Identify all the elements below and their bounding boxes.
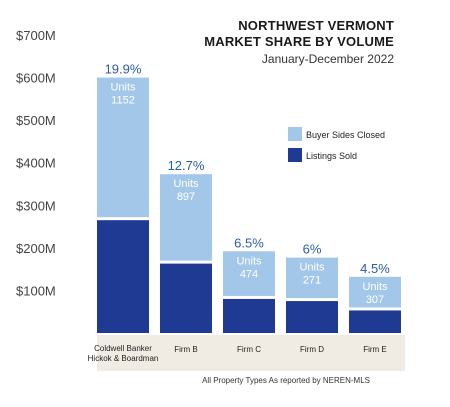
chart-subtitle: January-December 2022 — [261, 52, 394, 66]
units-label: Units — [173, 178, 199, 190]
bar-buyer-sides-closed — [286, 257, 338, 299]
units-value: 897 — [177, 191, 195, 203]
y-tick-label: $400M — [16, 156, 56, 171]
y-tick-label: $100M — [16, 283, 56, 298]
chart-title-line-1: NORTHWEST VERMONT — [238, 18, 394, 33]
units-label: Units — [362, 281, 388, 293]
units-value: 307 — [366, 294, 384, 306]
bar-listings-sold — [160, 263, 212, 333]
y-tick-label: $700M — [16, 28, 56, 43]
units-value: 1152 — [111, 95, 135, 107]
bar-buyer-sides-closed — [349, 276, 401, 308]
units-value: 474 — [240, 268, 258, 280]
y-tick-label: $200M — [16, 241, 56, 256]
market-share-label: 12.7% — [168, 158, 205, 173]
category-label: Firm C — [237, 345, 261, 354]
category-label: Coldwell Banker — [94, 344, 152, 353]
bar-buyer-sides-closed — [97, 77, 149, 218]
units-label: Units — [299, 262, 325, 274]
units-label: Units — [110, 82, 136, 94]
y-tick-label: $600M — [16, 71, 56, 86]
y-tick-label: $500M — [16, 113, 56, 128]
bar-listings-sold — [349, 310, 401, 333]
market-share-label: 4.5% — [360, 261, 390, 276]
legend-swatch — [288, 148, 302, 162]
category-label: Hickok & Boardman — [88, 354, 159, 363]
units-value: 271 — [303, 275, 321, 287]
market-share-label: 6% — [303, 242, 322, 257]
legend-swatch — [288, 127, 302, 141]
market-share-label: 6.5% — [234, 235, 264, 250]
category-label: Firm E — [363, 345, 387, 354]
chart-footnote: All Property Types As reported by NEREN-… — [202, 376, 370, 385]
bar-listings-sold — [286, 301, 338, 333]
category-label: Firm B — [174, 345, 198, 354]
bar-listings-sold — [97, 220, 149, 333]
legend-label: Buyer Sides Closed — [306, 130, 385, 140]
bar-buyer-sides-closed — [160, 174, 212, 261]
legend-label: Listings Sold — [306, 151, 357, 161]
chart-title-line-2: MARKET SHARE BY VOLUME — [204, 34, 394, 49]
units-label: Units — [236, 255, 262, 267]
category-axis-band — [97, 335, 405, 371]
y-tick-label: $300M — [16, 198, 56, 213]
bar-listings-sold — [223, 298, 275, 333]
category-label: Firm D — [300, 345, 324, 354]
bar-buyer-sides-closed — [223, 251, 275, 296]
market-share-label: 19.9% — [105, 62, 142, 77]
